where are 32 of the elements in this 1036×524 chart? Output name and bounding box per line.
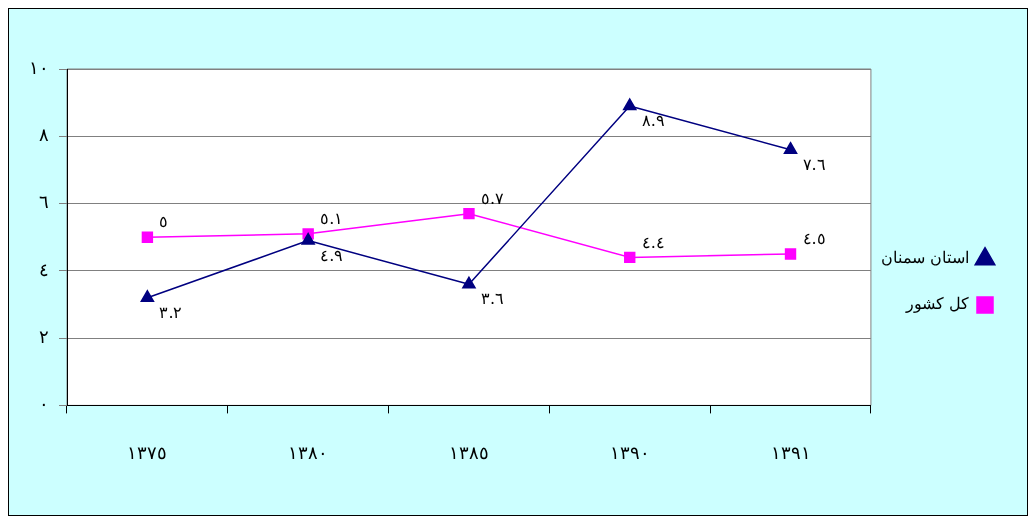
y-tick-label: ٨ <box>39 123 49 145</box>
data-label: ٤.٩ <box>320 245 344 265</box>
data-label: ٥ <box>159 212 169 232</box>
data-label: ٥.٧ <box>480 188 505 208</box>
data-label: ٧.٦ <box>802 154 826 174</box>
data-label: ٣.٦ <box>480 289 505 309</box>
x-tick-label: ١٣٩١ <box>770 441 811 463</box>
data-label: ٤.٤ <box>641 232 665 252</box>
y-tick-label: ١٠ <box>29 56 49 78</box>
x-tick-label: ١٣٨٥ <box>448 441 489 463</box>
x-tick-label: ١٣٧٥ <box>127 441 168 463</box>
y-tick-label: ٤ <box>39 258 49 280</box>
legend-label: استان سمنان <box>880 248 969 268</box>
point <box>141 231 154 243</box>
point <box>140 290 155 302</box>
y-tick-label: ٠ <box>39 393 49 415</box>
y-tick-label: ٢ <box>39 325 49 347</box>
y-tick-label: ٦ <box>39 191 49 213</box>
data-label: ٣.٢ <box>159 302 183 322</box>
data-label: ٨.٩ <box>641 111 665 131</box>
point <box>783 141 798 154</box>
data-label: ٥.١ <box>320 208 344 228</box>
point <box>622 98 637 111</box>
x-tick-label: ١٣٩٠ <box>609 441 650 463</box>
x-tick-label: ١٣٨٠ <box>288 441 329 463</box>
point <box>301 232 315 245</box>
point <box>463 207 475 220</box>
point <box>462 276 476 289</box>
legend-label: کل کشور <box>904 294 969 314</box>
point <box>624 251 636 264</box>
data-label: ٤.٥ <box>802 229 826 249</box>
point <box>784 248 797 260</box>
